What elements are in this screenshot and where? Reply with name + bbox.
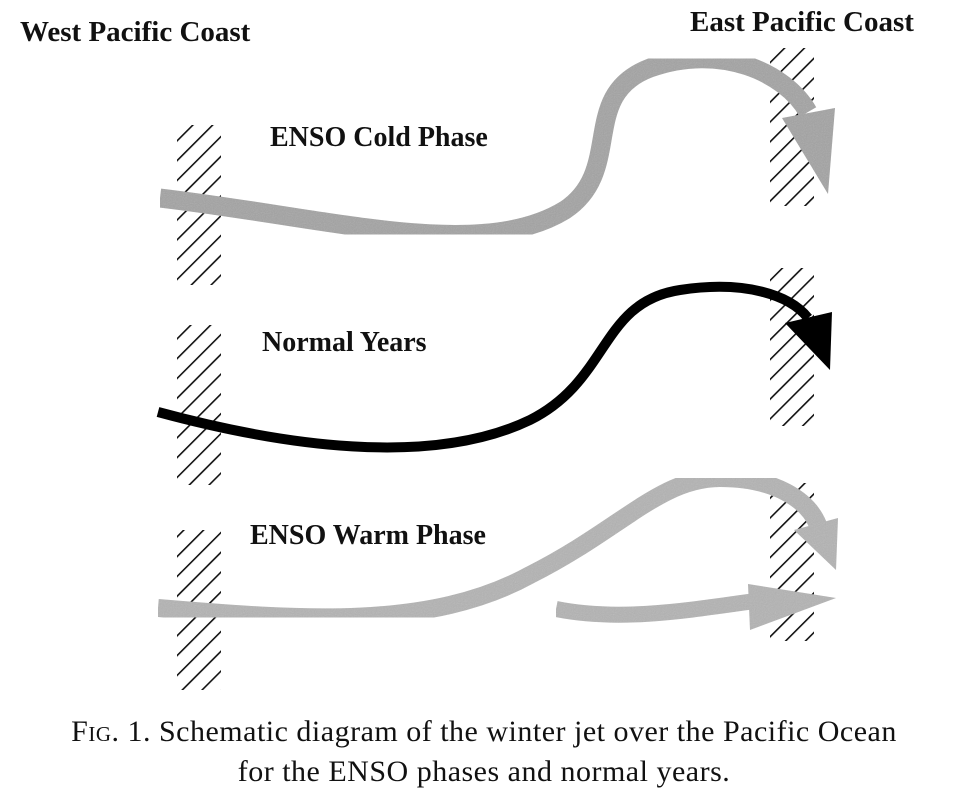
normal-years-jet	[156, 281, 832, 453]
east-coast-label: East Pacific Coast	[690, 6, 914, 38]
jet-diagram	[156, 48, 838, 690]
warm-phase-jet-south	[554, 584, 836, 630]
caption-line-1: Schematic diagram of the winter jet over…	[158, 715, 897, 748]
warm-phase-arrowhead-north	[794, 518, 838, 570]
warm-phase-label: ENSO Warm Phase	[250, 520, 486, 551]
warm-phase-arrowhead-south	[748, 584, 836, 630]
cold-phase-arrowhead	[782, 108, 835, 194]
cold-phase-jet	[158, 49, 835, 244]
cold-phase-label: ENSO Cold Phase	[270, 122, 488, 153]
warm-phase-jet-north	[157, 468, 838, 627]
west-coast-label: West Pacific Coast	[20, 16, 251, 48]
west-coast-bar-normal	[177, 325, 221, 485]
figure-number: Fig. 1.	[71, 715, 151, 748]
normal-years-arrowhead	[785, 312, 832, 370]
caption-line-2: for the ENSO phases and normal years.	[237, 755, 731, 788]
normal-years-label: Normal Years	[262, 327, 427, 358]
figure-caption: Fig. 1. Schematic diagram of the winter …	[0, 712, 968, 792]
